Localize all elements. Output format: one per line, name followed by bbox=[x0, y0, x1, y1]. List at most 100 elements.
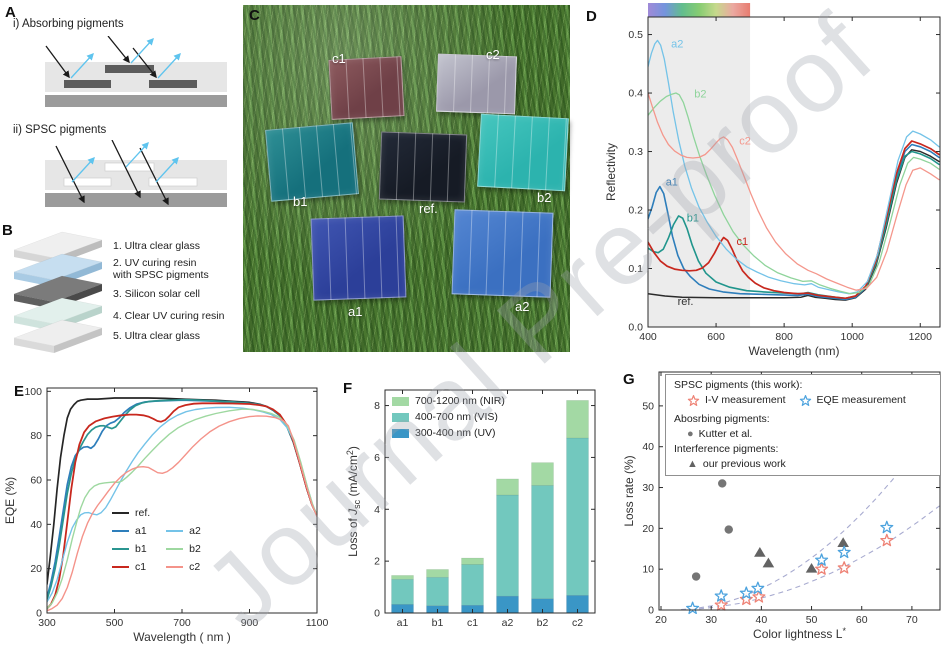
legend-item: c2 bbox=[166, 559, 201, 574]
panel-c-photo: C c1 c2 b1 ref. b2 a1 a2 bbox=[243, 5, 570, 352]
axes: 20 30 40 50 60 70 0 10 20 30 40 50 bbox=[642, 371, 941, 626]
svg-text:Wavelength ( nm ): Wavelength ( nm ) bbox=[133, 630, 231, 644]
pigment-bar bbox=[105, 65, 154, 73]
bar-segment-b1 bbox=[426, 576, 449, 606]
svg-text:0.1: 0.1 bbox=[628, 263, 643, 275]
svg-text:0: 0 bbox=[374, 608, 380, 620]
layer-label-5: 5. Ultra clear glass bbox=[113, 330, 200, 342]
svg-text:Reflectivity: Reflectivity bbox=[604, 143, 618, 201]
panel-b: B 1. Ultra clear glass 2. UV curing resin… bbox=[0, 222, 243, 357]
svg-text:c2: c2 bbox=[739, 136, 751, 148]
legend-group-header: Interference pigments: bbox=[674, 442, 779, 455]
bar-segment-c2 bbox=[566, 437, 589, 596]
bar-segment-b1 bbox=[426, 569, 449, 578]
bar-segment-b2 bbox=[531, 462, 554, 486]
bar-legend: 700-1200 nm (NIR) 400-700 nm (VIS) 300-400… bbox=[392, 393, 505, 441]
svg-text:30: 30 bbox=[705, 614, 717, 626]
svg-text:900: 900 bbox=[241, 617, 259, 629]
svg-text:b1: b1 bbox=[687, 213, 699, 225]
svg-text:c1: c1 bbox=[736, 236, 748, 248]
solar-cell-tile-ref bbox=[378, 131, 468, 203]
svg-text:0.0: 0.0 bbox=[628, 322, 643, 334]
svg-text:0.3: 0.3 bbox=[628, 146, 643, 158]
legend-color-swatch bbox=[392, 412, 409, 422]
solar-cell-tile-c2 bbox=[436, 53, 517, 115]
bar-segment-c1 bbox=[461, 557, 484, 565]
legend-label: ref. bbox=[135, 506, 151, 519]
y-axis-label: Loss of Jsc (mA/cm2) bbox=[345, 446, 362, 557]
spsc-pigments-title: ii) SPSC pigments bbox=[13, 124, 107, 136]
bar-segment-c2 bbox=[566, 400, 589, 439]
panel-c-label: C bbox=[249, 7, 260, 24]
bar-segment-b2 bbox=[531, 485, 554, 599]
bar-segment-a2 bbox=[496, 478, 519, 496]
legend-line-swatch bbox=[166, 565, 184, 568]
layer-label-1: 1. Ultra clear glass bbox=[113, 240, 200, 252]
svg-text:8: 8 bbox=[374, 400, 380, 412]
chart-svg: a1 b1 c1 a2 b2 c2 0 2 4 6 8 Loss of Jsc (mA/cm2) bbox=[345, 389, 596, 629]
svg-text:400: 400 bbox=[639, 331, 657, 343]
legend-item: b1 bbox=[112, 541, 150, 556]
svg-text:10: 10 bbox=[642, 564, 654, 576]
legend-label: our previous work bbox=[702, 457, 786, 470]
svg-text:a2: a2 bbox=[502, 617, 514, 629]
series-c2 bbox=[648, 92, 940, 291]
svg-text:600: 600 bbox=[707, 331, 725, 343]
trend-curves bbox=[681, 418, 940, 610]
legend-line-swatch bbox=[112, 529, 129, 532]
series-b2 bbox=[47, 408, 317, 610]
axes: 400 600 800 1000 1200 0.0 0.1 0.2 0.3 0.4 0.5 bbox=[628, 16, 941, 343]
svg-text:0.2: 0.2 bbox=[628, 205, 643, 217]
x-axis-label: Color lightness L* bbox=[753, 626, 846, 641]
sample-label-b1: b1 bbox=[293, 194, 308, 209]
svg-text:20: 20 bbox=[655, 614, 667, 626]
svg-text:b2: b2 bbox=[537, 617, 549, 629]
legend-item: ▲ our previous work bbox=[687, 457, 786, 472]
visible-spectrum-colorbar bbox=[648, 3, 751, 17]
transmitted-light-arrows bbox=[55, 140, 169, 206]
sample-label-c1: c1 bbox=[332, 51, 346, 66]
legend-item: b2 bbox=[166, 541, 201, 556]
legend-item: EQE measurement bbox=[799, 393, 906, 408]
spsc-pigment-bar bbox=[104, 162, 155, 172]
svg-text:40: 40 bbox=[642, 441, 654, 453]
svg-text:b1: b1 bbox=[432, 617, 444, 629]
legend-line-swatch bbox=[112, 565, 129, 568]
data-series bbox=[648, 39, 940, 301]
svg-text:50: 50 bbox=[806, 614, 818, 626]
spsc-pigment-bar bbox=[148, 177, 198, 187]
panel-f: F a1 b1 c1 a2 b2 c2 0 2 4 6 8 Loss of Jsc (mA/cm2) 7… bbox=[340, 357, 620, 650]
legend-item: 700-1200 nm (NIR) bbox=[392, 393, 505, 409]
svg-text:500: 500 bbox=[106, 617, 124, 629]
legend-item: 400-700 nm (VIS) bbox=[392, 409, 505, 425]
star-marker-icon bbox=[799, 394, 811, 406]
sample-label-ref: ref. bbox=[419, 201, 438, 216]
scatter-series bbox=[691, 479, 733, 581]
legend-label: c1 bbox=[135, 560, 147, 573]
legend-label: c2 bbox=[189, 560, 201, 573]
legend-item: ref. bbox=[112, 505, 150, 520]
pigment-bar bbox=[64, 80, 111, 88]
legend-item: a1 bbox=[112, 523, 150, 538]
scatter-series bbox=[714, 533, 894, 611]
svg-text:80: 80 bbox=[30, 430, 42, 442]
eqe-chart: 300 500 700 900 1100 0 20 40 60 80 100 Wavelength (… bbox=[0, 357, 345, 650]
svg-text:0: 0 bbox=[648, 605, 654, 617]
svg-text:300: 300 bbox=[38, 617, 56, 629]
legend-item: a2 bbox=[166, 523, 201, 538]
cell-layer bbox=[45, 193, 227, 207]
svg-text:800: 800 bbox=[775, 331, 793, 343]
legend-line-swatch bbox=[112, 547, 129, 550]
legend-line-swatch bbox=[166, 529, 184, 532]
absorbing-pigments-title: i) Absorbing pigments bbox=[13, 18, 124, 30]
panel-e-label: E bbox=[14, 383, 25, 400]
incident-light-arrows bbox=[45, 36, 157, 79]
svg-text:0.5: 0.5 bbox=[628, 29, 643, 41]
sample-label-c2: c2 bbox=[486, 47, 500, 62]
svg-text:a2: a2 bbox=[671, 38, 683, 50]
legend-color-swatch bbox=[392, 396, 409, 406]
series-c1 bbox=[47, 402, 317, 610]
svg-text:b2: b2 bbox=[694, 89, 706, 101]
series-a2 bbox=[648, 39, 940, 295]
